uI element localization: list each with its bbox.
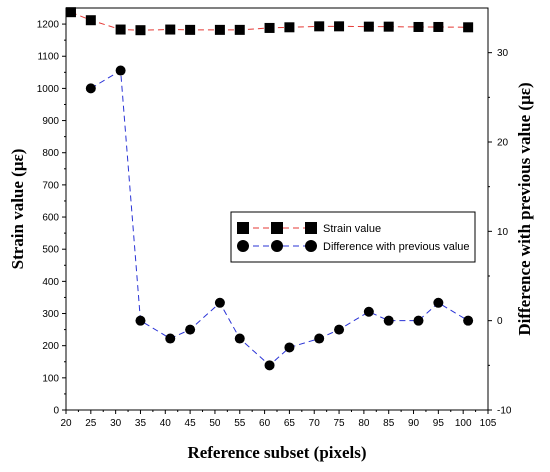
series-line-2	[90, 69, 469, 367]
legend-square-marker	[305, 222, 317, 234]
difference-point	[433, 297, 444, 308]
y-left-tick-label: 0	[53, 406, 59, 417]
y-right-tick-label: 30	[497, 48, 509, 59]
strain-point	[85, 15, 96, 26]
difference-point	[85, 83, 96, 94]
y-left-tick-label: 200	[42, 341, 59, 352]
legend-circle-marker	[271, 240, 283, 252]
difference-point	[165, 333, 176, 344]
legend-circle-marker	[237, 240, 249, 252]
y-left-tick-label: 100	[42, 373, 59, 384]
x-tick-label: 20	[60, 418, 72, 429]
y-left-tick-label: 500	[42, 245, 59, 256]
x-tick-label: 35	[135, 418, 147, 429]
legend-square-marker	[271, 222, 283, 234]
x-tick-label: 50	[209, 418, 221, 429]
x-axis-title: Reference subset (pixels)	[187, 443, 366, 462]
difference-point	[363, 306, 374, 317]
x-tick-label: 70	[309, 418, 321, 429]
strain-point	[185, 24, 196, 35]
x-tick-label: 30	[110, 418, 122, 429]
legend-box	[230, 211, 476, 263]
y-axis-right-title: Difference with previous value (με)	[515, 82, 534, 335]
difference-point	[234, 333, 245, 344]
x-tick-label: 40	[160, 418, 172, 429]
x-tick-label: 55	[234, 418, 246, 429]
chart-axes: 20 25 30 35 40 45 50 55 60 65 70 75 80 85 90 95 100 10501…	[37, 7, 512, 429]
difference-point	[214, 297, 225, 308]
strain-point	[363, 21, 374, 32]
x-tick-label: 100	[455, 418, 472, 429]
y-left-tick-label: 1200	[37, 20, 60, 31]
strain-point	[234, 24, 245, 35]
chart-legend: Strain value Difference with previous val…	[230, 211, 476, 263]
strain-point	[115, 24, 126, 35]
strain-point	[413, 21, 424, 32]
difference-point	[115, 65, 126, 76]
y-left-tick-label: 900	[42, 116, 59, 127]
strain-point	[334, 21, 345, 32]
x-tick-label: 105	[480, 418, 497, 429]
chart-series	[65, 7, 474, 371]
legend-label-2: Difference with previous value	[323, 241, 470, 253]
difference-point	[334, 324, 345, 335]
y-left-tick-label: 1100	[37, 52, 59, 63]
difference-point	[383, 315, 394, 326]
strain-point	[65, 7, 76, 18]
y-left-tick-label: 400	[42, 277, 59, 288]
difference-point	[135, 315, 146, 326]
x-tick-label: 45	[185, 418, 197, 429]
y-left-tick-label: 300	[42, 309, 59, 320]
plot-frame	[65, 7, 489, 411]
difference-point	[314, 333, 325, 344]
strain-point	[284, 22, 295, 33]
y-left-tick-label: 800	[42, 148, 59, 159]
x-tick-label: 60	[259, 418, 271, 429]
legend-label-1: Strain value	[323, 223, 381, 235]
legend-square-marker	[237, 222, 249, 234]
y-axis-left-title: Strain value (με)	[8, 149, 27, 270]
strain-point	[314, 21, 325, 32]
legend-circle-marker	[305, 240, 317, 252]
x-tick-label: 75	[333, 418, 345, 429]
x-tick-label: 25	[85, 418, 97, 429]
x-tick-label: 90	[408, 418, 420, 429]
y-left-tick-label: 600	[42, 213, 59, 224]
strain-point	[383, 21, 394, 32]
y-right-tick-label: -10	[497, 406, 512, 417]
x-tick-label: 65	[284, 418, 296, 429]
difference-point	[463, 315, 474, 326]
y-left-tick-label: 700	[42, 180, 59, 191]
difference-point	[185, 324, 196, 335]
strain-point	[463, 22, 474, 33]
difference-point	[264, 360, 275, 371]
strain-point	[214, 24, 225, 35]
strain-point	[165, 24, 176, 35]
y-right-tick-label: 10	[497, 227, 509, 238]
x-tick-label: 80	[358, 418, 370, 429]
x-tick-label: 85	[383, 418, 395, 429]
y-right-tick-label: 20	[497, 138, 509, 149]
strain-point	[135, 25, 146, 36]
y-right-tick-label: 0	[497, 316, 503, 327]
difference-point	[284, 342, 295, 353]
strain-point	[264, 22, 275, 33]
x-tick-label: 95	[433, 418, 445, 429]
difference-point	[413, 315, 424, 326]
strain-point	[433, 21, 444, 32]
y-left-tick-label: 1000	[37, 84, 60, 95]
